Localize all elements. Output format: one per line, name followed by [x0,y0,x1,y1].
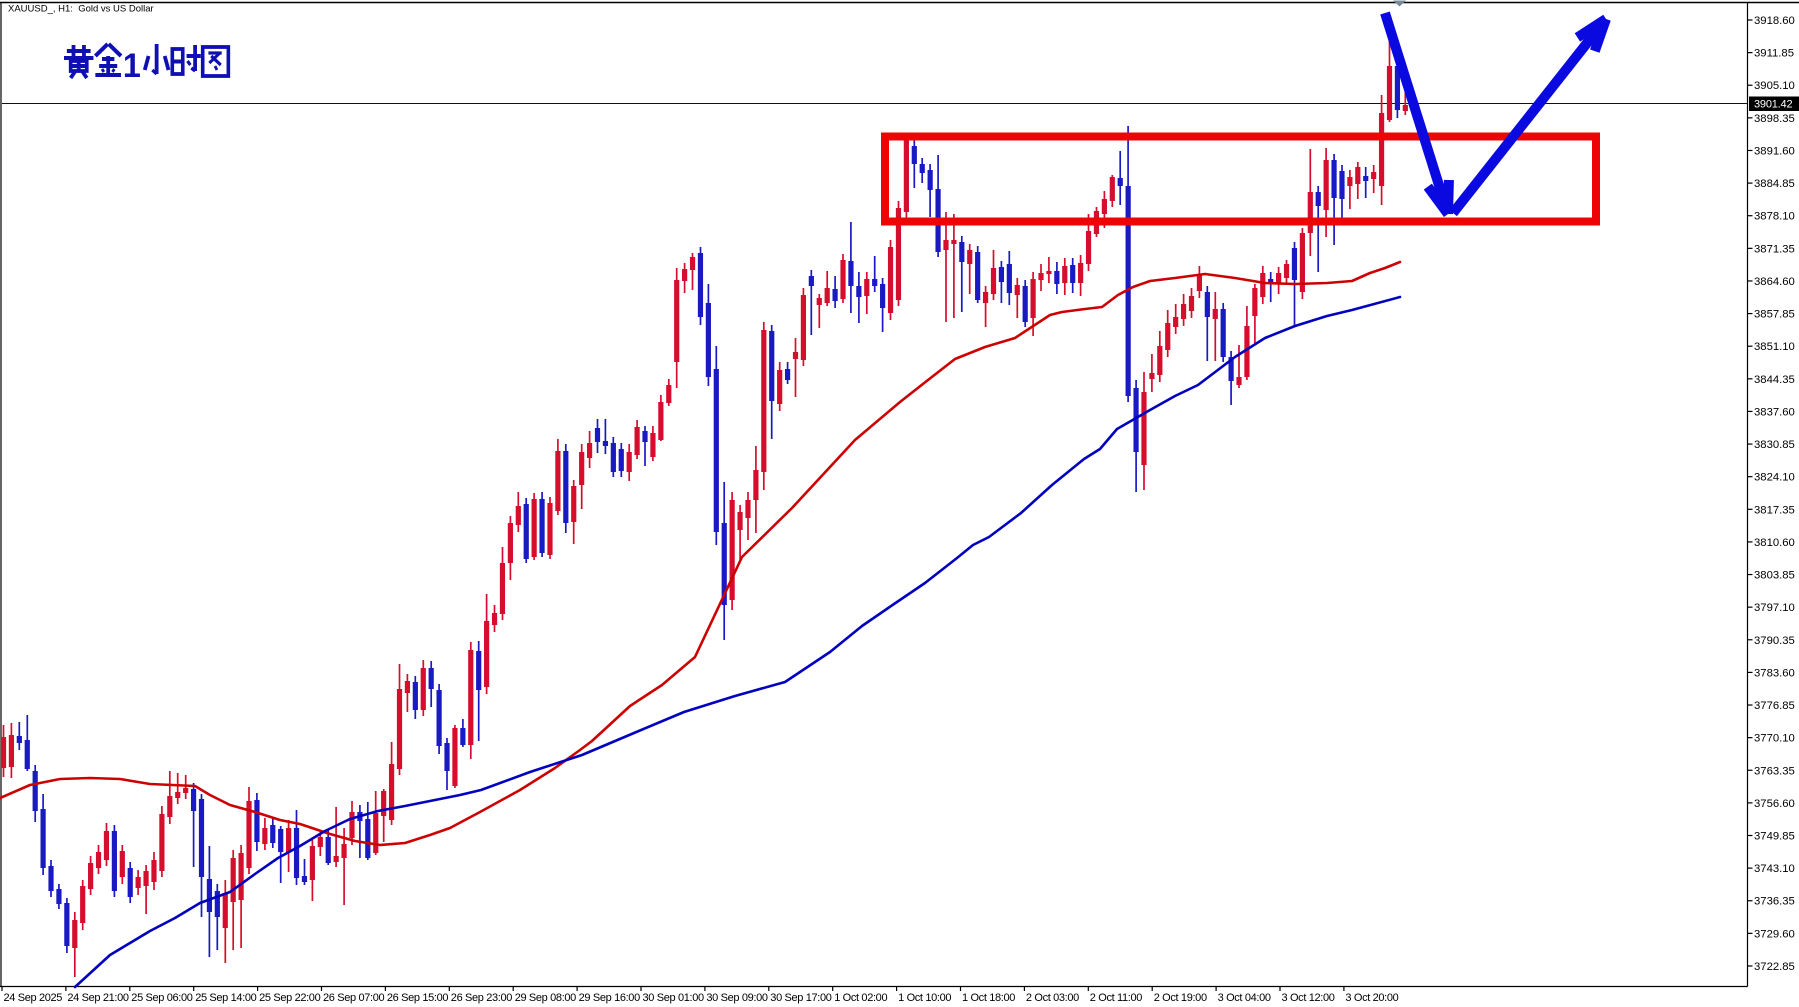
svg-text:3851.10: 3851.10 [1754,341,1795,353]
svg-text:3884.85: 3884.85 [1754,178,1795,190]
svg-text:3918.60: 3918.60 [1754,15,1795,27]
svg-text:3790.35: 3790.35 [1754,635,1795,647]
svg-text:3722.85: 3722.85 [1754,961,1795,973]
svg-text:26 Sep 23:00: 26 Sep 23:00 [451,992,512,1004]
svg-text:3810.60: 3810.60 [1754,537,1795,549]
svg-text:3830.85: 3830.85 [1754,439,1795,451]
svg-text:1: 1 [123,47,141,85]
svg-text:3763.35: 3763.35 [1754,765,1795,777]
svg-text:29 Sep 08:00: 29 Sep 08:00 [515,992,576,1004]
svg-text:3 Oct 20:00: 3 Oct 20:00 [1345,992,1398,1004]
svg-text:2 Oct 11:00: 2 Oct 11:00 [1090,992,1142,1004]
svg-text:3 Oct 04:00: 3 Oct 04:00 [1218,992,1271,1004]
svg-text:3743.10: 3743.10 [1754,863,1795,875]
svg-text:3911.85: 3911.85 [1754,48,1794,60]
svg-text:3 Oct 12:00: 3 Oct 12:00 [1282,992,1335,1004]
svg-text:3824.10: 3824.10 [1754,472,1795,484]
svg-text:3783.60: 3783.60 [1754,667,1795,679]
svg-text:26 Sep 07:00: 26 Sep 07:00 [323,992,384,1004]
svg-text:3770.10: 3770.10 [1754,733,1795,745]
svg-text:XAUUSD_, H1: Gold vs US Dolla: XAUUSD_, H1: Gold vs US Dollar [8,4,154,15]
svg-text:1 Oct 02:00: 1 Oct 02:00 [834,992,887,1004]
svg-text:30 Sep 01:00: 30 Sep 01:00 [643,992,704,1004]
svg-text:30 Sep 17:00: 30 Sep 17:00 [770,992,831,1004]
svg-text:1 Oct 18:00: 1 Oct 18:00 [962,992,1015,1004]
svg-text:25 Sep 14:00: 25 Sep 14:00 [195,992,256,1004]
svg-text:3797.10: 3797.10 [1754,602,1795,614]
svg-text:2 Oct 19:00: 2 Oct 19:00 [1154,992,1207,1004]
svg-text:3905.10: 3905.10 [1754,80,1795,92]
svg-text:3837.60: 3837.60 [1754,406,1795,418]
svg-text:3864.60: 3864.60 [1754,276,1795,288]
svg-text:3756.60: 3756.60 [1754,798,1795,810]
svg-text:26 Sep 15:00: 26 Sep 15:00 [387,992,448,1004]
svg-text:2 Oct 03:00: 2 Oct 03:00 [1026,992,1079,1004]
svg-text:3898.35: 3898.35 [1754,113,1795,125]
svg-text:1 Oct 10:00: 1 Oct 10:00 [898,992,951,1004]
svg-text:3776.85: 3776.85 [1754,700,1795,712]
svg-text:3857.85: 3857.85 [1754,309,1795,321]
svg-text:30 Sep 09:00: 30 Sep 09:00 [706,992,767,1004]
svg-text:24 Sep 2025: 24 Sep 2025 [4,992,63,1004]
svg-text:3878.10: 3878.10 [1754,211,1795,223]
svg-text:25 Sep 22:00: 25 Sep 22:00 [259,992,320,1004]
svg-text:24 Sep 21:00: 24 Sep 21:00 [67,992,128,1004]
svg-text:3901.42: 3901.42 [1754,99,1792,111]
svg-text:3817.35: 3817.35 [1754,504,1795,516]
svg-text:3844.35: 3844.35 [1754,374,1795,386]
svg-text:3871.35: 3871.35 [1754,243,1795,255]
svg-text:3749.85: 3749.85 [1754,831,1795,843]
svg-text:29 Sep 16:00: 29 Sep 16:00 [579,992,640,1004]
svg-text:3736.35: 3736.35 [1754,896,1795,908]
svg-text:3891.60: 3891.60 [1754,145,1795,157]
svg-text:3729.60: 3729.60 [1754,928,1795,940]
svg-text:25 Sep 06:00: 25 Sep 06:00 [131,992,192,1004]
svg-text:3803.85: 3803.85 [1754,570,1795,582]
